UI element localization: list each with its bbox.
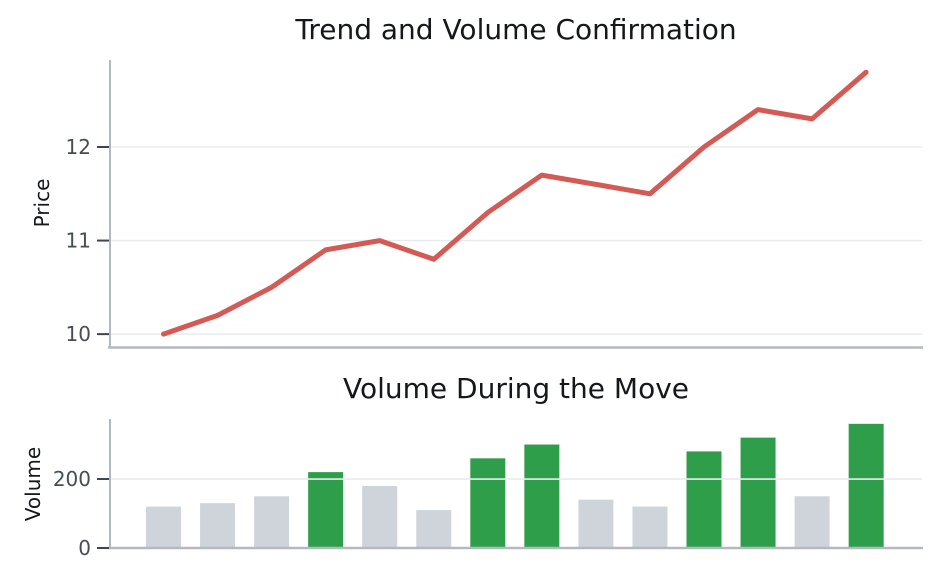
volume-bar-highlighted [848, 423, 884, 548]
volume-bar-highlighted [470, 458, 506, 548]
price-line-series [161, 69, 869, 337]
y-tick-label: 10 [66, 322, 91, 346]
y-tick-label: 0 [78, 536, 91, 560]
price-plot-area: 10 11 12 [66, 60, 923, 349]
volume-chart-title: Volume During the Move [343, 372, 689, 405]
volume-bar-highlighted [686, 451, 722, 548]
volume-bar [362, 485, 398, 548]
volume-bar [794, 496, 830, 548]
y-tick-label: 11 [66, 229, 91, 253]
volume-bar [578, 499, 614, 548]
volume-y-axis-label: Volume [21, 446, 45, 522]
price-chart-title: Trend and Volume Confirmation [295, 13, 737, 46]
volume-bar [200, 503, 236, 548]
volume-bar [254, 496, 290, 548]
volume-plot-area: 0 200 [53, 419, 923, 560]
volume-bar-highlighted [524, 444, 560, 548]
volume-bar [632, 506, 668, 548]
volume-bar [146, 506, 181, 548]
y-tick-label: 12 [66, 135, 91, 159]
y-tick-label: 200 [53, 467, 91, 491]
volume-bar-highlighted [308, 472, 344, 548]
price-y-axis-label: Price [30, 178, 54, 228]
volume-bar [416, 510, 452, 548]
volume-bar-highlighted [740, 437, 776, 548]
